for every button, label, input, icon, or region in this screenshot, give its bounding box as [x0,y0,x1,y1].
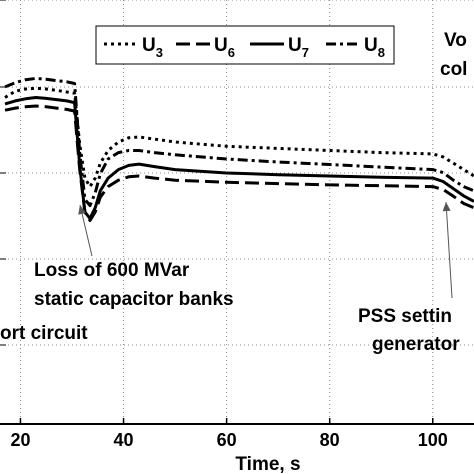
series-line-u6 [4,104,474,222]
annotation-pss: PSS settin generator [358,306,460,355]
legend-label-u8: U8 [364,35,385,60]
series-line-u8 [4,76,474,208]
legend: U3 U6 U7 U8 [95,25,395,65]
annotation-capacitor-line-2: static capacitor banks [34,289,234,310]
grid [0,0,474,424]
annotation-arrow-capacitor [78,204,93,257]
x-tick-label: 20 [10,430,30,450]
series-layer [4,76,474,222]
annotation-pss-line-2: generator [372,334,460,355]
annotation-voltage-line-2: col [440,59,467,80]
legend-box [95,25,395,65]
x-tick-label: 60 [217,430,237,450]
legend-label-u3: U3 [142,35,163,60]
x-ticks: 20 40 60 80 100 [10,418,448,450]
annotation-capacitor: Loss of 600 MVar static capacitor banks [34,260,234,310]
annotation-capacitor-line-1: Loss of 600 MVar [34,260,190,281]
annotation-arrows [78,201,453,299]
x-tick-label: 40 [114,430,134,450]
series-line-u7 [4,96,474,220]
annotation-voltage-line-1: Vo [444,30,467,51]
annotation-short-circuit: ort circuit [0,323,88,344]
series-line-u3 [4,86,474,189]
annotation-arrow-pss [442,201,453,299]
legend-label-u7: U7 [288,35,309,60]
x-tick-label: 80 [320,430,340,450]
annotation-voltage: Vo col [440,30,467,80]
legend-label-u6: U6 [214,35,235,60]
annotation-pss-line-1: PSS settin [358,306,452,327]
x-axis-label: Time, s [235,454,300,474]
x-tick-label: 100 [418,430,448,450]
